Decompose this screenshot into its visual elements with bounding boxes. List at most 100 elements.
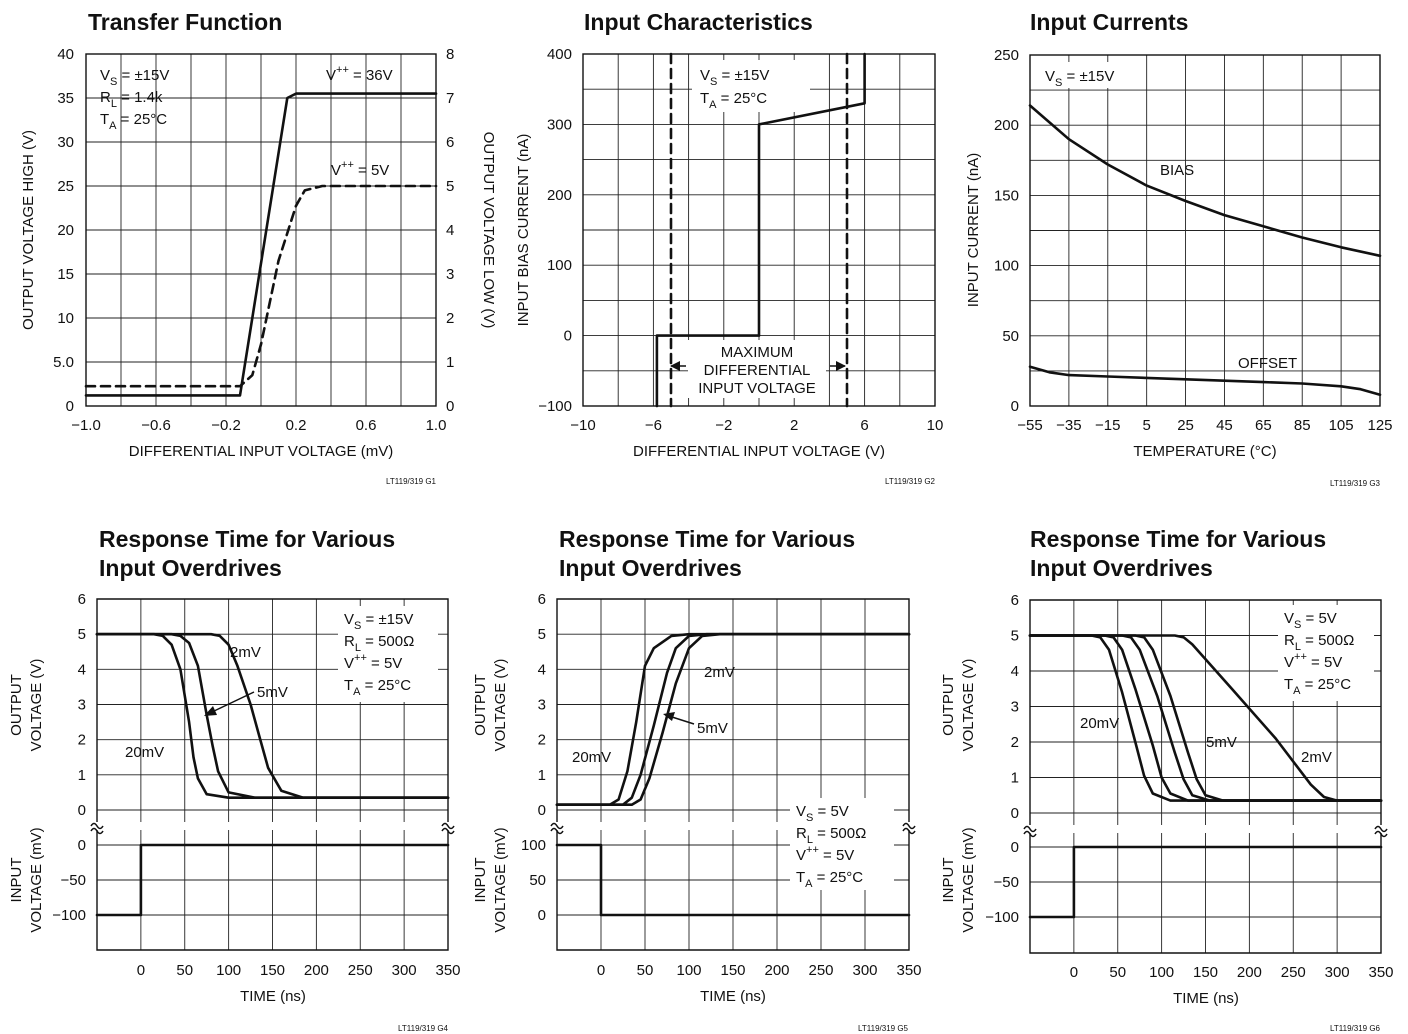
x-axis-label: DIFFERENTIAL INPUT VOLTAGE (mV) [129, 443, 393, 460]
y-right-tick-label: 0 [446, 398, 454, 415]
y-tick-label: 3 [1011, 699, 1019, 716]
x-tick-labels: 0 50 100 150 200 250 300 350 [597, 962, 922, 979]
arrow-right-head [836, 361, 846, 371]
x-axis-label: TEMPERATURE (°C) [1133, 443, 1276, 460]
axis-break-mark [441, 827, 455, 835]
x-tick-label: 65 [1255, 417, 1272, 434]
y-tick-label: 15 [57, 266, 74, 283]
label-vpp-36v: V++ = 36V [326, 64, 393, 84]
x-tick-label: 150 [260, 962, 285, 979]
upper-plot-frame [96, 598, 449, 822]
figure-code: LT119/319 G3 [1330, 479, 1381, 488]
y-tick-label: 0 [66, 398, 74, 415]
y-right-axis-label: OUTPUT VOLTAGE LOW (V) [480, 132, 497, 329]
y-tick-label: 6 [1011, 592, 1019, 609]
x-tick-label: 1.0 [426, 417, 447, 434]
y-tick-label: 0 [1011, 805, 1019, 822]
x-tick-labels: 0 50 100 150 200 250 300 350 [1070, 964, 1394, 981]
y-tick-label: 2 [538, 732, 546, 749]
plot-frames [1023, 599, 1388, 954]
axis-break-mark [1374, 825, 1388, 833]
chart-title: Transfer Function [88, 9, 282, 35]
x-tick-label: −55 [1017, 417, 1042, 434]
y-lower-tick-label: 50 [529, 872, 546, 889]
x-tick-label: 6 [860, 417, 868, 434]
input-step-curve [95, 843, 450, 917]
y-axis-label-line: VOLTAGE (V) [492, 659, 509, 752]
y-tick-label: 50 [1002, 328, 1019, 345]
y-tick-label: 5.0 [53, 354, 74, 371]
y-tick-label: 5 [1011, 628, 1019, 645]
y-right-tick-labels: 0 1 2 3 4 5 6 7 8 [446, 46, 454, 415]
annotation-line: DIFFERENTIAL [704, 362, 811, 379]
x-tick-label: 45 [1216, 417, 1233, 434]
y-tick-labels: 0 1 2 3 4 5 6 0 50 100 [521, 591, 546, 924]
axis-break-mark [90, 827, 104, 835]
axis-break-mark [1023, 825, 1037, 833]
conditions-background [790, 798, 894, 890]
chart-response-time-3: Response Time for Various Input Overdriv… [940, 526, 1394, 1033]
x-tick-label: 350 [1368, 964, 1393, 981]
y-axis-label-line: VOLTAGE (V) [28, 659, 45, 752]
series-label-offset: OFFSET [1238, 355, 1297, 372]
curve-vpp-5v [84, 184, 438, 388]
x-tick-label: 0 [597, 962, 605, 979]
y-axis-label-line: OUTPUT [8, 674, 25, 736]
y-tick-label: 5 [538, 626, 546, 643]
curve-label-20mv: 20mV [572, 749, 611, 766]
chart-title-line: Response Time for Various [559, 526, 855, 552]
y-tick-label: 100 [994, 258, 1019, 275]
lower-plot-frame [1029, 833, 1382, 954]
y-lower-axis-label-line: INPUT [472, 858, 489, 903]
y-right-tick-label: 1 [446, 354, 454, 371]
x-tick-label: 5 [1142, 417, 1150, 434]
gridlines [97, 599, 448, 950]
y-tick-labels: 0 1 2 3 4 5 6 −100 −50 0 [52, 591, 86, 924]
y-lower-axis-label-line: VOLTAGE (mV) [492, 827, 509, 932]
y-tick-label: 6 [538, 591, 546, 608]
condition-line: RL = 500Ω [344, 633, 414, 654]
curve-label-5mv: 5mV [257, 684, 288, 701]
y-tick-label: 6 [78, 591, 86, 608]
curve-bias [1028, 104, 1382, 258]
y-tick-label: 30 [57, 134, 74, 151]
arrow-5mv [211, 691, 255, 713]
upper-plot-frame [1029, 599, 1382, 825]
plot-frames [90, 598, 455, 951]
arrow-left-head [670, 361, 680, 371]
chart-title: Input Characteristics [584, 9, 813, 35]
x-tick-labels: 0 50 100 150 200 250 300 350 [137, 962, 461, 979]
y-tick-label: 4 [1011, 663, 1019, 680]
chart-response-time-2: Response Time for Various Input Overdriv… [472, 526, 922, 1033]
x-axis-label: TIME (ns) [240, 988, 306, 1005]
chart-input-characteristics: Input Characteristics −10 −6 −2 2 6 10 −100 0 1… [515, 9, 943, 486]
label-vpp-5v: V++ = 5V [331, 159, 389, 179]
condition-line: TA = 25°C [796, 869, 863, 890]
y-tick-label: 35 [57, 90, 74, 107]
x-tick-label: 100 [676, 962, 701, 979]
x-tick-label: 10 [927, 417, 944, 434]
conditions-background [338, 606, 438, 702]
y-tick-label: 10 [57, 310, 74, 327]
x-axis-label: DIFFERENTIAL INPUT VOLTAGE (V) [633, 443, 885, 460]
y-lower-tick-label: 0 [538, 907, 546, 924]
axis-break-mark [902, 827, 916, 835]
x-tick-label: 0.2 [286, 417, 307, 434]
curves [84, 92, 438, 397]
y-tick-labels: 0 50 100 150 200 250 [994, 47, 1019, 415]
y-lower-tick-label: −100 [985, 909, 1019, 926]
x-tick-label: 200 [764, 962, 789, 979]
axis-break-mark [1374, 830, 1388, 838]
y-tick-label: 250 [994, 47, 1019, 64]
x-tick-label: 300 [852, 962, 877, 979]
curves [655, 52, 866, 408]
x-tick-label: 250 [1281, 964, 1306, 981]
x-tick-label: 85 [1294, 417, 1311, 434]
x-tick-label: −1.0 [71, 417, 101, 434]
axis-break-mark [441, 822, 455, 830]
y-tick-label: 25 [57, 178, 74, 195]
